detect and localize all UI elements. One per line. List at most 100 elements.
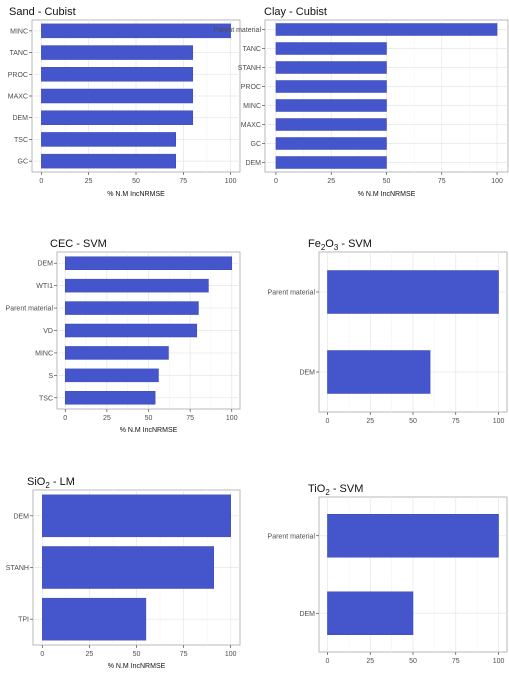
x-tick-label: 100 [226, 415, 238, 422]
bar [64, 346, 169, 360]
bar [275, 61, 387, 74]
x-tick-label: 0 [63, 415, 67, 422]
chart-title-part: SiO [27, 476, 46, 488]
category-label: STANH [238, 65, 261, 72]
bar [327, 591, 414, 635]
category-label: VD [43, 328, 53, 335]
category-label: TANC [9, 50, 28, 57]
category-label: Parent material [214, 27, 262, 34]
category-label: S [48, 373, 53, 380]
category-label: Parent material [268, 290, 316, 297]
x-tick-label: 75 [452, 658, 460, 665]
category-label: Parent material [6, 306, 54, 313]
chart-title-part: TiO [308, 483, 326, 495]
bar [64, 256, 233, 270]
bar [275, 118, 387, 131]
chart-panel-2: Clay - Cubist Parent material TANC STANH PRO… [214, 6, 509, 198]
bar [64, 301, 199, 315]
category-label: TANC [242, 46, 261, 53]
category-label: DEM [37, 261, 53, 268]
bar [41, 88, 194, 104]
x-tick-label: 100 [493, 418, 505, 425]
bar [42, 494, 231, 538]
category-label: TSC [14, 137, 28, 144]
bar [41, 153, 176, 169]
x-tick-label: 75 [186, 415, 194, 422]
bar [64, 368, 159, 383]
category-label: DEM [299, 370, 315, 377]
chart-title: Clay - Cubist [264, 6, 327, 18]
category-label: GC [18, 159, 29, 166]
x-tick-label: 100 [491, 178, 503, 185]
category-label: TPI [18, 617, 29, 624]
x-tick-label: 50 [409, 658, 417, 665]
x-tick-label: 100 [493, 658, 505, 665]
bar [42, 546, 214, 589]
category-label: MAXC [241, 122, 261, 129]
chart-title: Fe2O3 - SVM [308, 238, 372, 252]
chart-title-subscript: 2 [45, 481, 50, 490]
category-label: PROC [8, 72, 28, 79]
category-label: TSC [39, 395, 53, 402]
x-axis-label: % N.M IncNRMSE [120, 427, 178, 434]
chart-title-part: - LM [50, 476, 75, 488]
x-tick-label: 75 [179, 178, 187, 185]
chart-panel-4: Fe2O3 - SVM Parent material DEM 0 25 50 75 100 [268, 238, 508, 425]
chart-title-part: - SVM [330, 483, 364, 495]
category-label: DEM [245, 160, 261, 167]
category-label: DEM [299, 611, 315, 618]
x-tick-label: 75 [452, 418, 460, 425]
bar [64, 278, 209, 293]
x-tick-label: 0 [326, 658, 330, 665]
category-label: MINC [10, 28, 28, 35]
x-tick-label: 25 [327, 178, 335, 185]
bar [275, 156, 387, 169]
category-label: GC [251, 141, 262, 148]
x-tick-label: 25 [366, 418, 374, 425]
bar [275, 137, 387, 150]
x-tick-label: 50 [383, 178, 391, 185]
bar [41, 45, 194, 60]
category-label: WTI1 [36, 283, 53, 290]
x-tick-label: 100 [225, 651, 237, 658]
category-label: STANH [6, 565, 29, 572]
bar [41, 110, 194, 125]
bar [327, 514, 499, 558]
x-tick-label: 0 [274, 178, 278, 185]
x-tick-label: 50 [133, 651, 141, 658]
bar [64, 391, 156, 405]
x-tick-label: 25 [86, 651, 94, 658]
chart-panel-5: SiO2 - LM DEM STANH TPI 0 25 50 75 100 % N.M IncN… [6, 476, 241, 670]
x-tick-label: 50 [132, 178, 140, 185]
category-label: PROC [241, 84, 261, 91]
chart-title: Sand - Cubist [9, 6, 76, 18]
chart-title-part: - SVM [338, 238, 372, 250]
x-tick-label: 75 [438, 178, 446, 185]
bar [41, 132, 176, 147]
bar [64, 323, 198, 338]
bar [42, 597, 147, 641]
chart-panel-3: CEC - SVM DEM WTI1 Parent material VD MINC S TS… [6, 238, 241, 434]
x-tick-label: 0 [326, 418, 330, 425]
bar [41, 23, 231, 39]
chart-title-part: O [325, 238, 334, 250]
chart-title: CEC - SVM [50, 238, 107, 250]
category-label: DEM [12, 115, 28, 122]
x-axis-label: % N.M IncNRMSE [108, 663, 166, 670]
chart-panel-6: TiO2 - SVM Parent material DEM 0 25 50 75 100 [268, 483, 508, 665]
chart-title-subscript: 2 [325, 488, 330, 497]
x-tick-label: 0 [40, 651, 44, 658]
x-tick-label: 25 [103, 415, 111, 422]
bar [275, 99, 387, 112]
chart-panel-1: Sand - Cubist MINC TANC PROC MAXC DEM TSC GC 0 25… [8, 6, 241, 198]
category-label: MAXC [8, 94, 28, 101]
chart-title: SiO2 - LM [27, 476, 75, 490]
bar [327, 270, 499, 314]
bar [41, 67, 194, 82]
x-tick-label: 25 [85, 178, 93, 185]
x-tick-label: 0 [39, 178, 43, 185]
bar [275, 80, 387, 93]
x-tick-label: 50 [145, 415, 153, 422]
x-tick-label: 100 [225, 178, 237, 185]
